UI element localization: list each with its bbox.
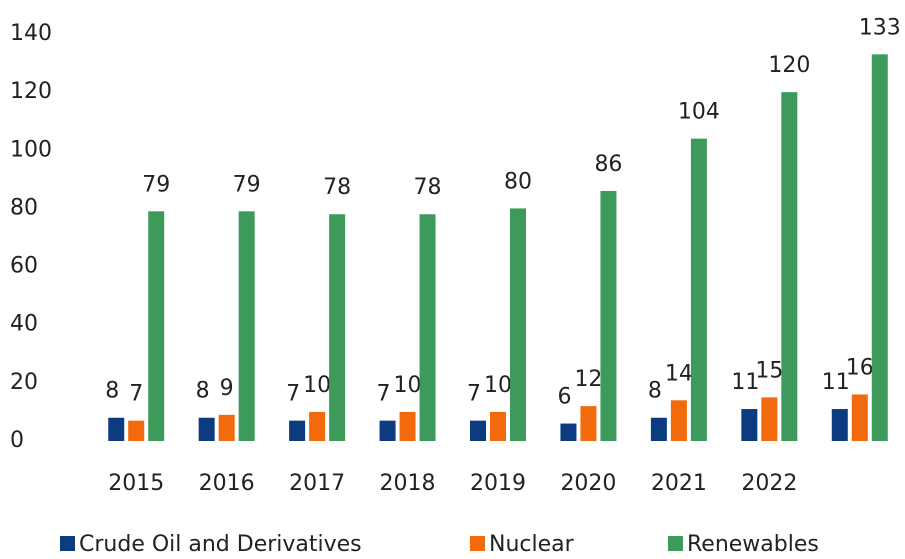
data-label: 8 xyxy=(196,379,210,404)
x-tick-label: 2018 xyxy=(380,471,436,496)
data-label: 10 xyxy=(303,373,331,398)
bar xyxy=(781,92,798,442)
bar xyxy=(238,211,255,441)
data-label: 10 xyxy=(394,373,422,398)
data-label: 9 xyxy=(220,376,234,401)
legend-swatch xyxy=(668,536,683,551)
bar xyxy=(148,211,165,441)
bar xyxy=(490,411,506,441)
data-label: 7 xyxy=(467,382,481,407)
x-tick-label: 2015 xyxy=(108,471,164,496)
legend-label: Renewables xyxy=(687,532,819,557)
bar xyxy=(289,420,306,441)
y-tick-label: 60 xyxy=(10,254,38,279)
data-label: 79 xyxy=(142,172,170,197)
data-label: 7 xyxy=(377,382,391,407)
bar xyxy=(419,214,436,441)
y-tick-label: 80 xyxy=(10,195,38,220)
bar xyxy=(510,208,526,441)
bar xyxy=(670,400,687,441)
bar xyxy=(218,414,235,441)
data-label: 104 xyxy=(678,100,720,125)
data-label: 15 xyxy=(755,358,783,383)
x-tick-label: 2017 xyxy=(289,471,345,496)
data-label: 79 xyxy=(233,172,261,197)
y-tick-label: 140 xyxy=(10,21,52,46)
bar xyxy=(851,394,868,441)
bar xyxy=(329,214,346,441)
x-tick-label: 2016 xyxy=(199,471,255,496)
bar xyxy=(560,423,577,441)
legend-label: Nuclear xyxy=(489,532,575,557)
bar xyxy=(761,397,778,441)
x-tick-label: 2019 xyxy=(470,471,526,496)
bar xyxy=(309,411,326,441)
y-tick-label: 0 xyxy=(10,428,24,453)
data-label: 8 xyxy=(105,379,119,404)
data-label: 10 xyxy=(484,373,512,398)
bar xyxy=(741,409,758,441)
data-label: 11 xyxy=(822,370,850,395)
data-label: 11 xyxy=(731,370,759,395)
bar xyxy=(108,417,125,441)
y-tick-label: 100 xyxy=(10,137,52,162)
data-label: 78 xyxy=(323,175,351,200)
legend-swatch xyxy=(470,536,485,551)
bar xyxy=(690,138,707,441)
data-label: 78 xyxy=(414,175,442,200)
x-tick-label: 2021 xyxy=(651,471,707,496)
data-label: 86 xyxy=(594,152,622,177)
data-label: 80 xyxy=(504,169,532,194)
bar xyxy=(580,406,597,441)
y-tick-label: 20 xyxy=(10,370,38,395)
data-label: 7 xyxy=(286,382,300,407)
data-label: 6 xyxy=(557,385,571,410)
data-label: 7 xyxy=(129,382,143,407)
bar xyxy=(871,54,888,441)
bar xyxy=(831,409,848,441)
bar xyxy=(198,417,215,441)
data-label: 133 xyxy=(859,15,901,40)
bar xyxy=(128,420,145,441)
x-tick-label: 2022 xyxy=(741,471,797,496)
data-label: 120 xyxy=(768,53,810,78)
y-tick-label: 40 xyxy=(10,312,38,337)
bar xyxy=(470,420,486,441)
bar xyxy=(650,417,667,441)
data-label: 8 xyxy=(648,379,662,404)
x-tick-label: 2020 xyxy=(560,471,616,496)
bar xyxy=(600,190,617,441)
y-tick-label: 120 xyxy=(10,79,52,104)
legend-label: Crude Oil and Derivatives xyxy=(79,532,362,557)
data-label: 14 xyxy=(665,361,693,386)
legend-swatch xyxy=(60,536,75,551)
data-label: 12 xyxy=(574,367,602,392)
bar xyxy=(399,411,416,441)
data-label: 16 xyxy=(846,355,874,380)
bar xyxy=(379,420,396,441)
